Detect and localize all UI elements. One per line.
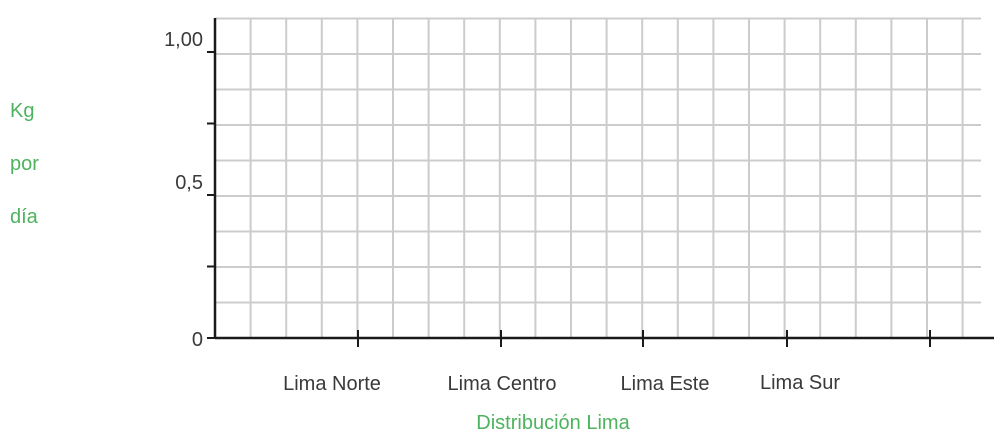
y-tick-label: 0,5	[175, 172, 203, 194]
x-axis-ticks	[357, 330, 931, 347]
y-axis-label-line-2: por	[10, 153, 39, 175]
y-axis-label-line-1: Kg	[10, 100, 34, 122]
y-tick-label: 0	[192, 329, 203, 351]
x-tick-label-lima-sur: Lima Sur	[760, 372, 840, 394]
x-tick-label-lima-este: Lima Este	[621, 373, 710, 395]
y-tick-label: 1,00	[164, 29, 203, 51]
x-tick-label-lima-centro: Lima Centro	[448, 373, 557, 395]
chart-grid	[215, 17, 981, 338]
x-axis-title: Distribución Lima	[476, 412, 630, 433]
x-tick-label-lima-norte: Lima Norte	[283, 373, 381, 395]
y-axis-label-line-3: día	[10, 206, 39, 228]
y-axis-ticks: 0 0,5 1,00	[164, 29, 215, 351]
chart-axes	[213, 18, 994, 340]
